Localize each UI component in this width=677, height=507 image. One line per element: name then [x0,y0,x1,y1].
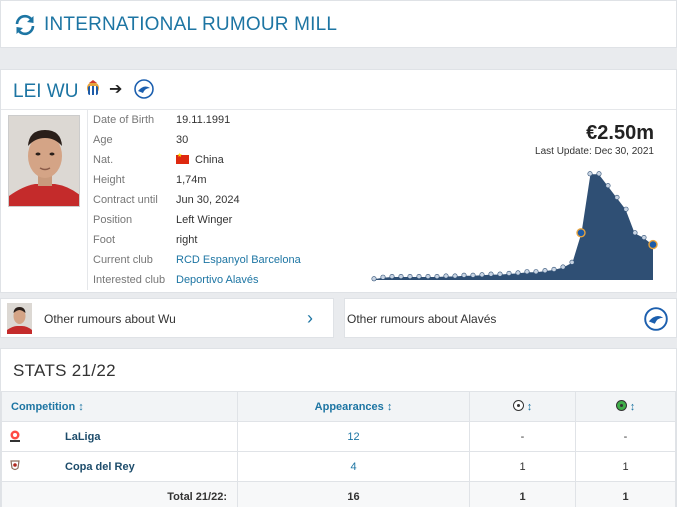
market-value-point[interactable] [452,273,458,279]
other-rumours-player-link[interactable]: Other rumours about Wu › [0,298,334,338]
market-value-point[interactable] [425,274,431,280]
table-row: LaLiga 12 - - [1,421,676,452]
market-value-point[interactable] [614,194,620,200]
market-value-point[interactable] [407,274,413,280]
player-thumbnail [7,303,32,334]
laliga-logo-icon [10,430,20,442]
assists-value: 1 [575,451,676,482]
market-value-point[interactable] [506,270,512,276]
market-value-point[interactable] [596,171,602,177]
total-goals: 1 [469,481,576,507]
player-photo [8,115,80,207]
market-value-point[interactable] [488,271,494,277]
arrow-right-icon: ➔ [109,81,123,98]
sort-icon: ↕ [386,400,393,413]
appearances-value[interactable]: 4 [237,451,470,482]
market-value-point[interactable] [515,270,521,276]
market-value-point[interactable] [398,274,404,280]
col-assists[interactable]: ↕ [575,391,676,422]
market-value-chart[interactable] [366,154,661,284]
transfer-marker-icon[interactable] [576,228,586,238]
col-competition[interactable]: Competition ↕ [1,391,238,422]
total-assists: 1 [575,481,676,507]
sort-icon: ↕ [78,400,84,413]
goal-ball-icon [512,400,524,411]
market-value-point[interactable] [569,259,575,265]
copa-del-rey-logo-icon [10,460,20,471]
market-value[interactable]: €2.50m [586,122,654,144]
market-value-point[interactable] [623,206,629,212]
goals-value: 1 [469,451,576,482]
market-value-point[interactable] [497,271,503,277]
market-value-point[interactable] [380,274,386,280]
chevron-right-icon: › [307,308,313,328]
market-value-point[interactable] [632,230,638,236]
sort-icon: ↕ [629,401,636,413]
player-name[interactable]: LEI WU [13,81,79,102]
page-title: INTERNATIONAL RUMOUR MILL [44,14,338,35]
market-value-block: €2.50m Last Update: Dec 30, 2021 [535,122,654,157]
goals-value: - [469,421,576,452]
market-value-point[interactable] [434,274,440,280]
last-update: Last Update: Dec 30, 2021 [535,146,654,157]
espanyol-crest-icon[interactable] [83,79,103,99]
market-value-point[interactable] [542,268,548,274]
stats-panel: STATS 21/22 Competition ↕ Appearances ↕ … [0,348,677,507]
interested-club-link[interactable]: Deportivo Alavés [176,274,259,286]
market-value-point[interactable] [461,272,467,278]
assists-value: - [575,421,676,452]
alaves-crest-icon [644,307,668,331]
market-value-point[interactable] [551,266,557,272]
rumour-mill-header: INTERNATIONAL RUMOUR MILL [0,0,677,48]
market-value-point[interactable] [587,171,593,177]
other-rumours-player-label: Other rumours about Wu [44,312,176,326]
player-name-row: LEI WU ➔ [1,70,676,110]
other-rumours-club-label: Other rumours about Alavés [347,312,497,326]
other-rumours-club-link[interactable]: Other rumours about Alavés [344,298,677,338]
market-value-point[interactable] [479,272,485,278]
competition-link[interactable]: Copa del Rey [65,461,135,473]
market-value-point[interactable] [605,183,611,189]
stats-heading: STATS 21/22 [13,361,116,380]
stats-table: Competition ↕ Appearances ↕ ↕ ↕ LaLiga 1… [1,391,676,507]
col-goals[interactable]: ↕ [469,391,576,422]
player-panel: LEI WU ➔ Date of Birth 19.11.1 [0,69,677,293]
total-row: Total 21/22: 16 1 1 [1,481,676,507]
market-value-point[interactable] [389,274,395,280]
market-value-point[interactable] [533,269,539,275]
market-value-point[interactable] [641,235,647,241]
col-appearances[interactable]: Appearances ↕ [237,391,470,422]
market-value-area [374,173,653,280]
market-value-point[interactable] [371,276,377,282]
current-club-link[interactable]: RCD Espanyol Barcelona [176,254,301,266]
market-value-point[interactable] [416,274,422,280]
assist-ball-icon [615,400,627,411]
alaves-crest-icon[interactable] [134,79,154,99]
total-label: Total 21/22: [1,481,238,507]
player-facts: Date of Birth 19.11.1991 Age 30 Nat. Chi… [87,110,361,290]
market-value-point[interactable] [560,264,566,270]
china-flag-icon [176,152,189,164]
total-appearances: 16 [237,481,470,507]
competition-link[interactable]: LaLiga [65,431,101,443]
market-value-point[interactable] [443,273,449,279]
table-row: Copa del Rey 4 1 1 [1,451,676,482]
sort-icon: ↕ [526,401,533,413]
market-value-point[interactable] [470,272,476,278]
market-value-point[interactable] [524,269,530,275]
stats-header-row: Competition ↕ Appearances ↕ ↕ ↕ [1,391,676,422]
transfer-marker-icon[interactable] [648,239,658,250]
sync-icon [15,14,35,36]
appearances-value[interactable]: 12 [237,421,470,452]
